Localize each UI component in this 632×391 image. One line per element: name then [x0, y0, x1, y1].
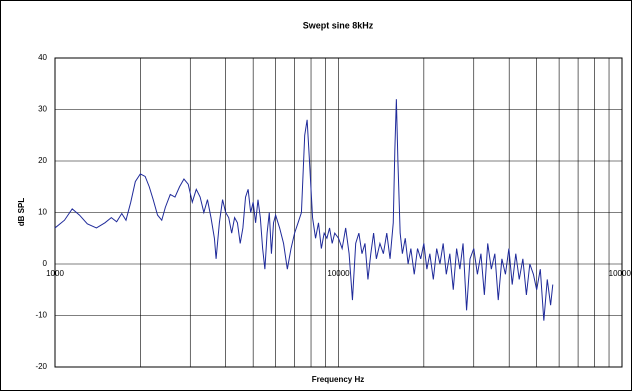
y-tick-label: 20	[38, 156, 47, 165]
data-line	[54, 99, 554, 321]
y-tick-label: 0	[43, 259, 48, 268]
y-tick-label: 40	[38, 53, 47, 62]
y-tick-label: -10	[35, 311, 47, 320]
x-tick-label: 10000	[327, 269, 350, 278]
y-tick-label: 30	[38, 105, 47, 114]
y-tick-label: 10	[38, 208, 47, 217]
x-tick-label: 100000	[609, 269, 632, 278]
chart-title: Swept sine 8kHz	[303, 20, 374, 30]
x-tick-label: 1000	[46, 269, 64, 278]
x-axis-label: Frequency Hz	[312, 375, 364, 384]
y-tick-label: -20	[35, 362, 47, 371]
y-axis-label: dB SPL	[17, 198, 26, 227]
